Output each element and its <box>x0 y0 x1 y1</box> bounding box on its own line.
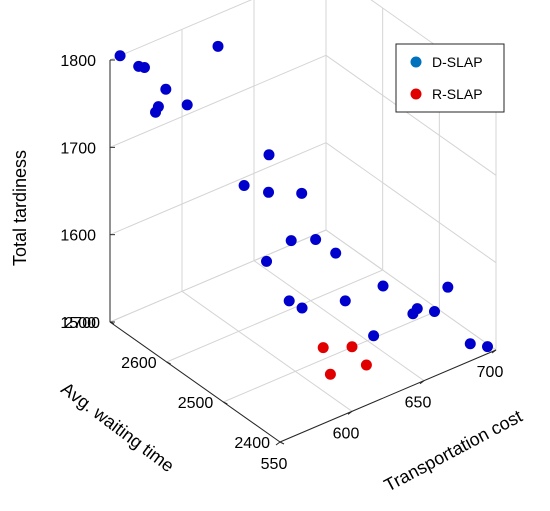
x-axis-line <box>279 349 497 443</box>
x-tick-mark <box>347 410 353 415</box>
data-point-r-slap <box>360 359 372 371</box>
data-point-d-slap <box>150 106 162 118</box>
data-point-r-slap <box>324 368 336 380</box>
data-point-d-slap <box>442 281 454 293</box>
z-tick-label: 1600 <box>60 228 96 245</box>
legend: D-SLAP R-SLAP <box>395 43 505 113</box>
grid-line <box>109 54 327 148</box>
z-axis-label: Total tardiness <box>10 150 30 266</box>
data-point-d-slap <box>296 187 308 199</box>
y-tick-mark <box>279 441 285 445</box>
legend-marker-r-slap <box>410 88 422 100</box>
legend-box <box>395 43 505 113</box>
data-point-d-slap <box>368 330 380 342</box>
x-tick-mark <box>491 349 497 354</box>
grid-line <box>253 260 425 382</box>
data-point-d-slap <box>330 247 342 259</box>
y-tick-label: 2500 <box>178 395 214 412</box>
data-point-d-slap <box>212 40 224 52</box>
legend-label-d-slap: D-SLAP <box>432 54 483 70</box>
axis-box <box>109 60 497 443</box>
data-point-d-slap <box>429 306 440 318</box>
data-point-d-slap <box>411 303 423 315</box>
data-point-d-slap <box>238 180 250 192</box>
x-tick-mark <box>419 380 425 385</box>
data-points <box>114 40 493 380</box>
data-point-d-slap <box>138 61 150 73</box>
z-tick-label: 1500 <box>60 315 96 332</box>
z-tick-label: 1700 <box>60 140 96 157</box>
x-tick-mark <box>275 441 281 446</box>
y-tick-label: 2600 <box>121 355 157 372</box>
x-axis-label: Transportation cost <box>381 406 526 496</box>
y-tick-mark <box>166 361 171 365</box>
grid-line <box>325 229 497 351</box>
data-point-d-slap <box>160 83 172 95</box>
y-tick-label: 2400 <box>234 435 270 452</box>
data-point-d-slap <box>296 302 308 314</box>
x-tick-label: 550 <box>261 456 288 473</box>
data-point-d-slap <box>283 295 295 307</box>
data-point-d-slap <box>263 186 275 198</box>
x-tick-label: 650 <box>405 395 432 412</box>
grid-line <box>223 309 440 403</box>
legend-label-r-slap: R-SLAP <box>432 86 483 102</box>
data-point-r-slap <box>346 341 358 353</box>
y-axis-label: Avg. waiting time <box>57 378 177 476</box>
legend-marker-d-slap <box>410 56 422 68</box>
y-tick-mark <box>223 401 228 405</box>
data-point-d-slap <box>181 99 193 111</box>
data-point-d-slap <box>263 149 275 161</box>
grid-line <box>325 142 497 264</box>
data-point-d-slap <box>464 338 476 350</box>
grid-line <box>181 290 353 412</box>
data-point-d-slap <box>285 235 297 247</box>
data-point-r-slap <box>317 342 329 354</box>
x-tick-label: 600 <box>333 425 360 442</box>
data-point-d-slap <box>310 234 322 246</box>
grid-line <box>109 142 327 236</box>
grid-line <box>109 0 253 61</box>
data-point-d-slap <box>339 295 351 307</box>
data-point-d-slap <box>482 341 493 353</box>
z-tick-label: 1800 <box>60 53 96 70</box>
x-tick-label: 700 <box>477 364 504 381</box>
data-point-d-slap <box>114 50 126 62</box>
data-point-d-slap <box>377 280 389 292</box>
grid-line <box>325 54 497 176</box>
grid-line <box>166 269 383 363</box>
y-axis-line <box>109 321 281 443</box>
data-point-d-slap <box>261 255 273 267</box>
y-tick-label: 2700 <box>64 315 100 332</box>
